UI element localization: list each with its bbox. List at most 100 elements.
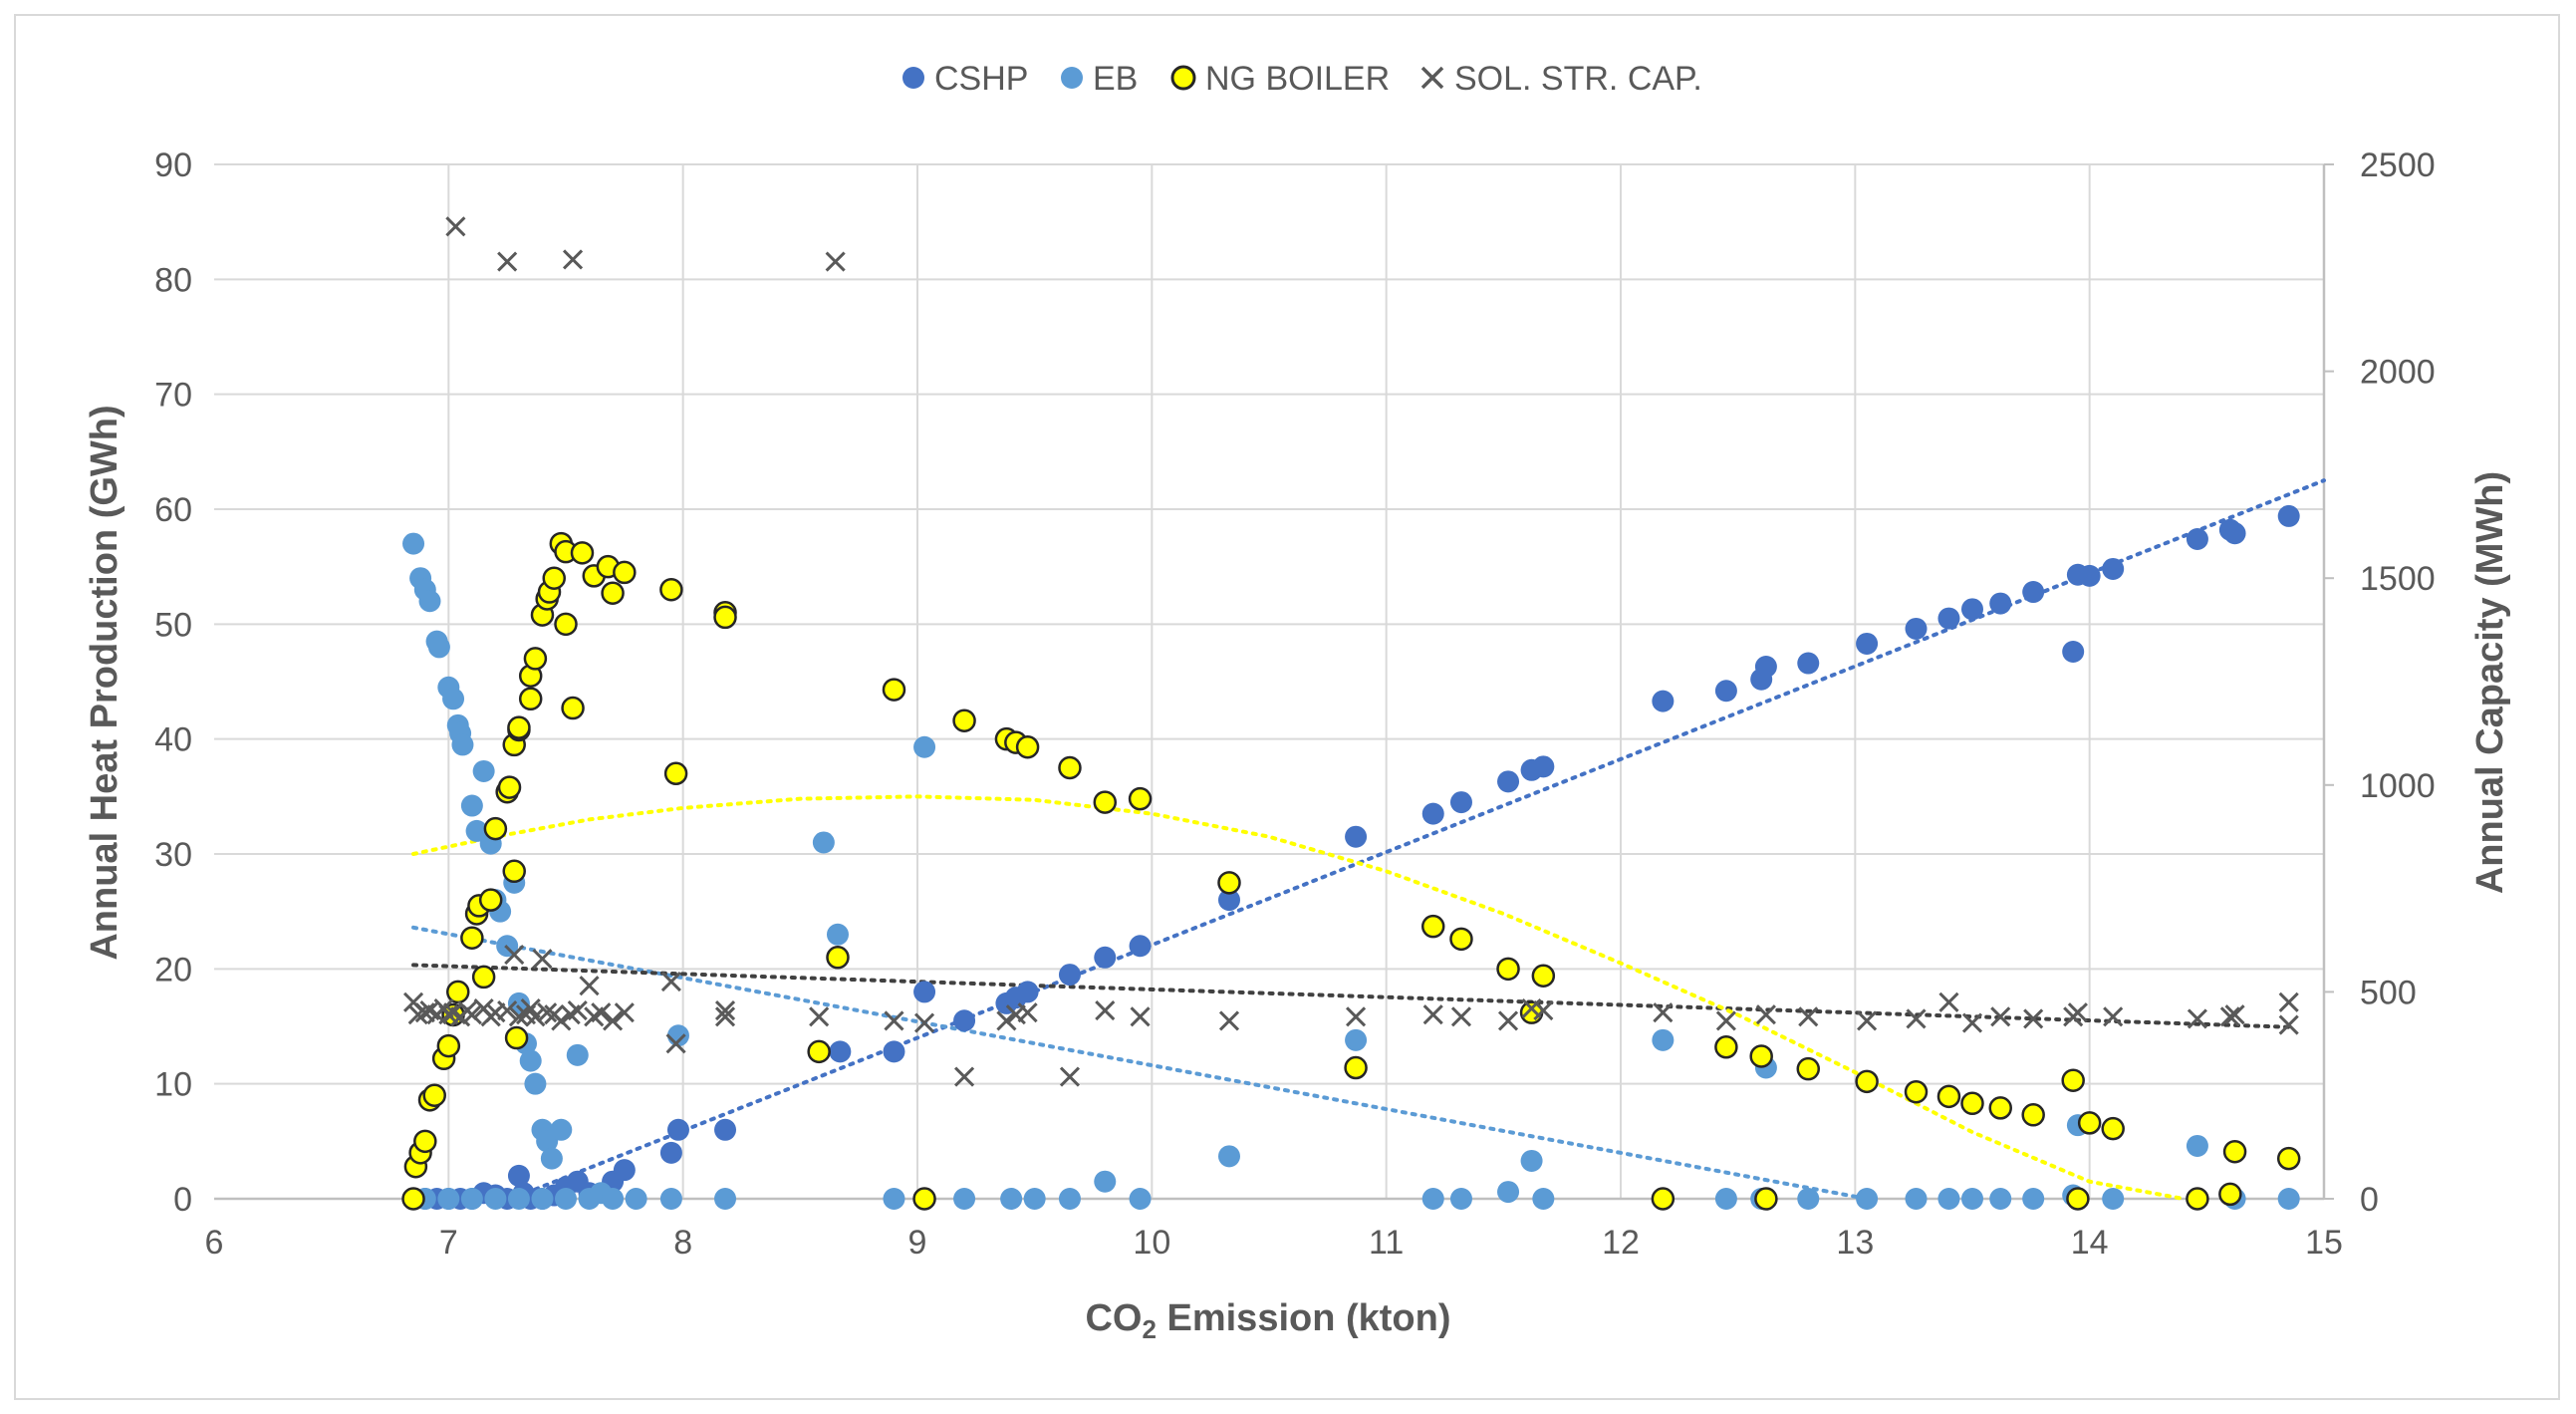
- ng-boiler-point: [518, 687, 543, 711]
- sol-str-cap-point: [1533, 1000, 1554, 1021]
- sol-str-cap-point: [445, 216, 466, 237]
- cshp-point: [1714, 680, 1737, 703]
- ng-boiler-point: [422, 1083, 446, 1107]
- sol-str-cap-point: [1755, 1004, 1776, 1025]
- eb-point: [812, 831, 835, 854]
- eb-point: [2186, 1134, 2208, 1157]
- ng-boiler-point: [2218, 1182, 2242, 1207]
- ng-boiler-point: [478, 888, 503, 912]
- sol-str-cap-point: [591, 1002, 612, 1023]
- ng-boiler-point: [436, 1033, 461, 1058]
- ng-boiler-point: [1988, 1096, 2012, 1120]
- ng-boiler-point: [1531, 964, 1556, 989]
- legend-marker-eb: [1061, 67, 1083, 89]
- sol-str-cap-point: [537, 1002, 558, 1023]
- cshp-point: [613, 1159, 636, 1182]
- y-tick-label: 0: [173, 1181, 192, 1219]
- sol-str-cap-point: [1715, 1010, 1736, 1031]
- x-tick-label: 13: [1836, 1224, 1874, 1262]
- sol-str-cap-point: [2067, 1002, 2088, 1023]
- sol-str-cap-point: [884, 1010, 904, 1031]
- ng-boiler-point: [2276, 1146, 2301, 1171]
- x-axis-title: CO2 Emission (kton): [1085, 1297, 1450, 1344]
- eb-point: [1714, 1188, 1737, 1210]
- ng-boiler-point: [1344, 1055, 1368, 1080]
- eb-point: [1797, 1188, 1820, 1210]
- sol-str-cap-point: [996, 1010, 1017, 1031]
- cshp-point: [1016, 981, 1039, 1003]
- sol-str-cap-point: [2224, 1004, 2245, 1025]
- cshp-point: [1961, 598, 1983, 621]
- cshp-point: [1652, 690, 1674, 712]
- cshp-point: [1449, 791, 1472, 814]
- eb-point: [1058, 1188, 1081, 1210]
- legend-label-eb: EB: [1093, 60, 1138, 98]
- sol-str-cap-point: [461, 1004, 482, 1025]
- cshp-point: [2022, 581, 2045, 604]
- ng-boiler-point: [1960, 1091, 1984, 1116]
- cshp-point: [913, 981, 936, 1003]
- cshp-point: [659, 1141, 682, 1164]
- y2-tick-label: 2500: [2360, 146, 2436, 184]
- ng-boiler-point: [471, 965, 496, 990]
- eb-point: [507, 991, 530, 1014]
- legend-item-sol-str-cap[interactable]: SOL. STR. CAP.: [1420, 60, 1702, 98]
- legend-item-ng-boiler[interactable]: NG BOILER: [1170, 60, 1390, 98]
- eb-point: [883, 1188, 905, 1210]
- eb-point: [437, 1188, 460, 1210]
- chart-frame: [14, 14, 2560, 1400]
- eb-point: [602, 1188, 625, 1210]
- ng-boiler-point: [1754, 1187, 1778, 1211]
- cshp-point: [1905, 617, 1928, 640]
- cshp-point: [2277, 504, 2300, 527]
- cshp-point: [2062, 641, 2085, 664]
- x-tick-label: 12: [1602, 1224, 1640, 1262]
- sol-str-cap-point: [1906, 1008, 1927, 1029]
- sol-str-cap-point: [2278, 1014, 2299, 1035]
- cshp-point: [1937, 607, 1960, 630]
- legend-item-eb[interactable]: EB: [1061, 60, 1138, 98]
- data-points: [401, 216, 2301, 1211]
- ng-boiler-point: [502, 859, 526, 884]
- legend-item-cshp[interactable]: CSHP: [902, 60, 1028, 98]
- sol-str-cap-point: [532, 949, 553, 970]
- eb-point: [714, 1188, 737, 1210]
- eb-point: [484, 1188, 507, 1210]
- eb-point: [540, 1147, 563, 1170]
- ng-boiler-point: [1855, 1069, 1879, 1094]
- sol-str-cap-point: [714, 1000, 736, 1021]
- sol-str-cap-point: [1938, 991, 1959, 1012]
- sol-str-cap-point: [614, 1002, 635, 1023]
- cshp-point: [1856, 632, 1879, 655]
- tick-labels: 0 10 20 30 40 50 60 70 80 90 6 7 8 9 10 11 12 13 14 15 0 500 1…: [154, 146, 2435, 1262]
- cshp-point: [1497, 770, 1520, 793]
- trendline-cshp: [523, 478, 2326, 1196]
- x-tick-label: 8: [673, 1224, 692, 1262]
- cshp-point: [829, 1040, 852, 1063]
- ng-boiler-point: [1015, 734, 1040, 759]
- eb-point: [465, 819, 488, 842]
- y-tick-label: 80: [154, 261, 192, 299]
- sol-str-cap-point: [508, 1006, 529, 1027]
- eb-point: [2022, 1188, 2045, 1210]
- cshp-point: [1094, 946, 1117, 969]
- eb-point: [531, 1188, 554, 1210]
- sol-str-cap-point: [1857, 1010, 1878, 1031]
- sol-str-cap-point: [1130, 1006, 1151, 1027]
- ng-boiler-point: [2021, 1103, 2045, 1127]
- eb-point: [555, 1188, 577, 1210]
- cshp-point: [2078, 564, 2101, 587]
- sol-str-cap-point: [579, 976, 600, 996]
- sol-str-cap-point: [2278, 991, 2299, 1012]
- x-tick-label: 11: [1369, 1224, 1404, 1262]
- ng-boiler-point: [1936, 1084, 1961, 1109]
- y-tick-label: 60: [154, 491, 192, 529]
- ng-boiler-point: [460, 926, 484, 950]
- ng-boiler-point: [2101, 1116, 2125, 1141]
- ng-boiler-point: [2077, 1111, 2102, 1135]
- y-tick-label: 20: [154, 951, 192, 989]
- x-tick-label: 14: [2071, 1224, 2109, 1262]
- sol-str-cap-point: [497, 251, 518, 272]
- cshp-point: [1532, 755, 1555, 778]
- ng-boiler-point: [1420, 914, 1445, 939]
